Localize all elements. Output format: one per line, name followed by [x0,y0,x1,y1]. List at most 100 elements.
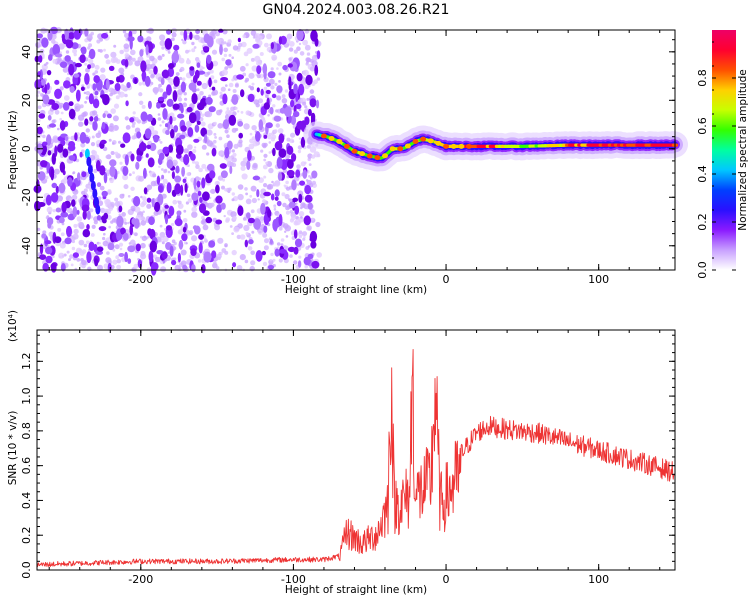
noise-speck [115,59,121,64]
y-tick-label: 40 [20,45,33,59]
noise-blob [96,246,104,252]
noise-speck [239,65,246,72]
noise-speck [180,249,187,256]
noise-speck [298,137,302,140]
noise-blob [167,121,171,131]
noise-speck [296,183,300,186]
noise-speck [250,250,255,256]
noise-blob [127,258,132,264]
noise-speck [155,131,158,134]
noise-speck [288,41,295,47]
colorbar-tick-label: 0.0 [696,261,709,279]
noise-speck [251,230,255,234]
noise-speck [277,128,284,134]
noise-blob [173,125,179,133]
signal-blip [389,146,396,152]
noise-blob [232,262,237,268]
noise-blob [158,96,165,102]
noise-speck [88,181,92,186]
noise-speck [237,223,243,229]
noise-speck [63,95,70,101]
noise-streak [87,164,93,175]
noise-speck [278,72,282,76]
noise-speck [161,120,165,124]
noise-speck [85,96,90,100]
noise-speck [274,129,278,133]
noise-speck [210,75,215,80]
noise-speck [141,235,147,242]
noise-speck [223,47,228,53]
noise-blob [291,153,297,162]
noise-speck [205,110,213,118]
noise-speck [251,197,257,204]
noise-speck [250,260,256,266]
y-tick-label: -40 [20,237,33,255]
noise-blob [181,166,186,177]
noise-blob [77,172,81,181]
noise-speck [263,183,268,188]
noise-speck [250,86,254,90]
noise-speck [300,161,306,167]
x-tick-label: -100 [281,573,306,586]
noise-speck [276,67,279,70]
noise-speck [309,89,315,94]
noise-blob [80,86,85,92]
noise-speck [171,37,175,42]
noise-blob [158,185,164,193]
noise-blob [191,264,196,273]
noise-speck [293,260,298,265]
noise-blob [190,153,196,161]
noise-speck [152,87,159,94]
noise-speck [159,231,166,238]
noise-speck [225,84,228,87]
noise-blob [161,174,165,180]
noise-speck [226,134,230,138]
noise-blob [116,215,124,228]
noise-speck [295,216,299,220]
noise-speck [288,198,293,203]
noise-speck [298,42,302,46]
y-tick-label: 0.4 [20,492,33,510]
noise-blob [148,216,155,226]
noise-speck [210,202,215,207]
noise-speck [103,208,109,214]
noise-blob [143,187,148,195]
noise-speck [215,38,222,44]
noise-speck [127,195,131,198]
noise-speck [237,184,244,190]
noise-blob [64,237,72,245]
noise-blob [130,153,135,162]
noise-blob [69,85,75,93]
noise-blob [169,115,173,125]
noise-speck [111,218,117,223]
noise-blob [59,120,66,131]
noise-blob [79,151,83,158]
noise-speck [263,142,268,147]
noise-blob [227,140,233,150]
noise-speck [245,110,251,116]
noise-blob [120,227,126,235]
figure-title: GN04.2024.003.08.26.R21 [263,2,450,18]
noise-blob [94,258,99,267]
noise-speck [270,67,274,71]
noise-blob [145,153,149,158]
noise-speck [191,41,195,46]
noise-speck [110,108,116,114]
noise-blob [189,66,195,71]
noise-speck [232,152,237,157]
noise-blob [287,63,293,68]
noise-speck [209,69,214,74]
noise-blob [126,82,131,89]
noise-speck [244,187,248,191]
noise-speck [265,94,269,99]
noise-speck [206,140,214,147]
noise-speck [90,233,95,237]
noise-speck [244,79,248,83]
noise-speck [118,140,121,144]
noise-blob [120,143,126,148]
noise-speck [233,143,239,149]
noise-speck [231,192,235,196]
noise-blob [267,71,276,79]
noise-speck [191,211,198,218]
